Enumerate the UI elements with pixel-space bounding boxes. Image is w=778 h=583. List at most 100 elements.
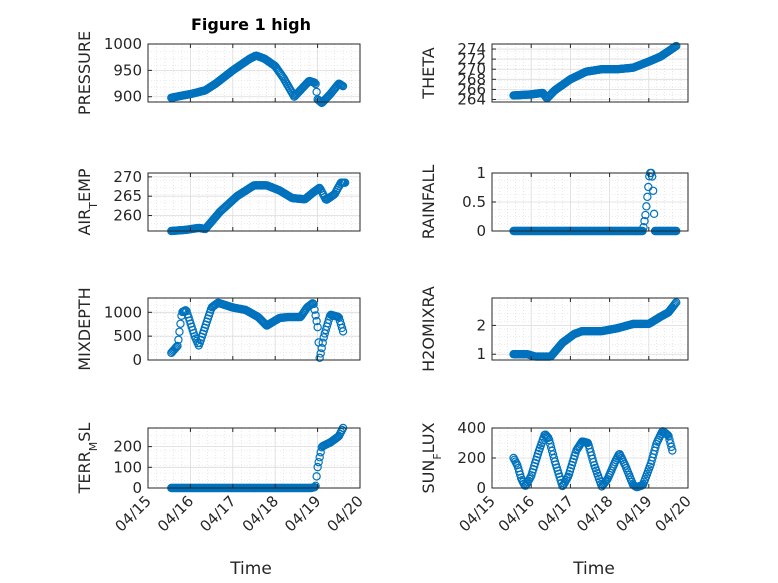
x-tick-label: 04/16 [154, 492, 197, 535]
y-axis-label: SUNFLUX [419, 422, 444, 493]
axes-box [147, 427, 361, 489]
subplot-terr-msl: 0 100 200 TERRMSL 04/15 04/16 04/17 04/18 04/19 0… [75, 423, 367, 536]
data-point [171, 344, 180, 353]
y-tick-label: 1 [476, 345, 486, 363]
y-axis-label: RAINFALL [419, 165, 438, 240]
data-point [643, 192, 652, 202]
data-point [558, 481, 567, 491]
x-tick-label: 04/17 [196, 492, 239, 535]
data-point [175, 327, 184, 336]
y-tick-label: 270 [113, 168, 142, 186]
data-point [338, 81, 348, 91]
axes-box [491, 297, 689, 361]
data-point [309, 299, 318, 309]
x-axis-label-right: Time [572, 559, 615, 579]
data-point [174, 335, 183, 344]
y-tick-label: 200 [113, 438, 142, 456]
axes-box [491, 43, 689, 103]
data-point [315, 353, 324, 363]
y-tick-label: 272 [457, 50, 486, 68]
data-point [542, 431, 551, 440]
subplot-h2omixra: 1 2 H2OMIXRA [419, 286, 689, 372]
x-tick-label: 04/20 [324, 492, 367, 535]
y-tick-label: 0.5 [462, 193, 486, 211]
y-axis-label: H2OMIXRA [419, 286, 438, 372]
y-tick-label: 264 [457, 90, 486, 108]
data-point [319, 333, 328, 342]
data-point [181, 306, 190, 315]
data-point [311, 481, 320, 491]
data-point [310, 482, 319, 492]
data-point [314, 457, 323, 467]
x-tick-label: 04/15 [456, 492, 499, 535]
y-tick-label: 270 [457, 60, 486, 78]
y-tick-label: 200 [457, 449, 486, 467]
data-point [640, 216, 649, 226]
data-point [649, 209, 659, 219]
x-axis-label-left: Time [229, 559, 272, 579]
data-point [667, 442, 676, 452]
data-point [642, 202, 651, 211]
data-point [663, 430, 672, 440]
data-point [671, 299, 680, 308]
y-tick-label: 1000 [104, 35, 142, 53]
data-point [668, 446, 677, 455]
y-tick-label: 268 [457, 70, 486, 88]
y-tick-label: 0 [476, 479, 486, 497]
data-point [651, 443, 660, 452]
y-axis-label: PRESSURE [75, 31, 94, 115]
y-axis-label: THETA [419, 47, 438, 99]
data-point [317, 343, 326, 353]
data-point [641, 210, 650, 220]
data-point [601, 477, 610, 486]
data-point [340, 178, 350, 187]
x-tick-label: 04/19 [612, 492, 655, 535]
x-tick-label: 04/15 [112, 492, 155, 535]
data-point [672, 298, 681, 307]
y-tick-label: 260 [113, 207, 142, 225]
subplot-rainfall: 0 0.5 1 RAINFALL [419, 164, 689, 240]
axes-box [147, 43, 361, 103]
y-tick-label: 100 [113, 458, 142, 476]
y-axis-label: AIRTEMP [75, 168, 100, 235]
y-tick-label: 950 [113, 61, 142, 79]
x-tick-label: 04/19 [281, 492, 324, 535]
y-tick-label: 2 [476, 316, 486, 334]
y-tick-label: 1000 [104, 303, 142, 321]
data-point [661, 429, 670, 438]
data-point [310, 305, 319, 314]
x-tick-label: 04/16 [495, 492, 538, 535]
y-tick-label: 0 [132, 351, 142, 369]
data-point [315, 453, 324, 462]
data-point [562, 474, 572, 483]
data-point [311, 79, 320, 89]
data-point [313, 322, 322, 332]
subplot-sun-flux: 0 200 400 SUNFLUX 04/1504/1604/1704/1804/190… [419, 419, 695, 535]
y-tick-label: 900 [113, 88, 142, 106]
data-point [312, 316, 321, 326]
y-tick-label: 266 [457, 80, 486, 98]
data-point [172, 342, 181, 352]
axes-box [147, 297, 361, 361]
x-tick-label: 04/18 [573, 492, 616, 535]
y-tick-label: 0 [476, 222, 486, 240]
y-axis-label: TERRMSL [75, 423, 100, 495]
x-tick-label: 04/20 [652, 492, 695, 535]
subplot-mixdepth: 0 500 1000 MIXDEPTH [75, 287, 361, 371]
data-point [338, 327, 348, 336]
y-tick-label: 400 [457, 419, 486, 437]
data-point [176, 319, 185, 328]
data-point [311, 311, 320, 320]
data-point [310, 78, 319, 87]
data-point [670, 300, 679, 310]
data-point [318, 338, 327, 347]
axes-box [147, 172, 361, 232]
data-point [312, 472, 321, 481]
data-point [173, 341, 182, 351]
data-point [337, 323, 347, 333]
figure-title: Figure 1 high [191, 15, 311, 34]
y-axis-label: MIXDEPTH [75, 287, 94, 370]
